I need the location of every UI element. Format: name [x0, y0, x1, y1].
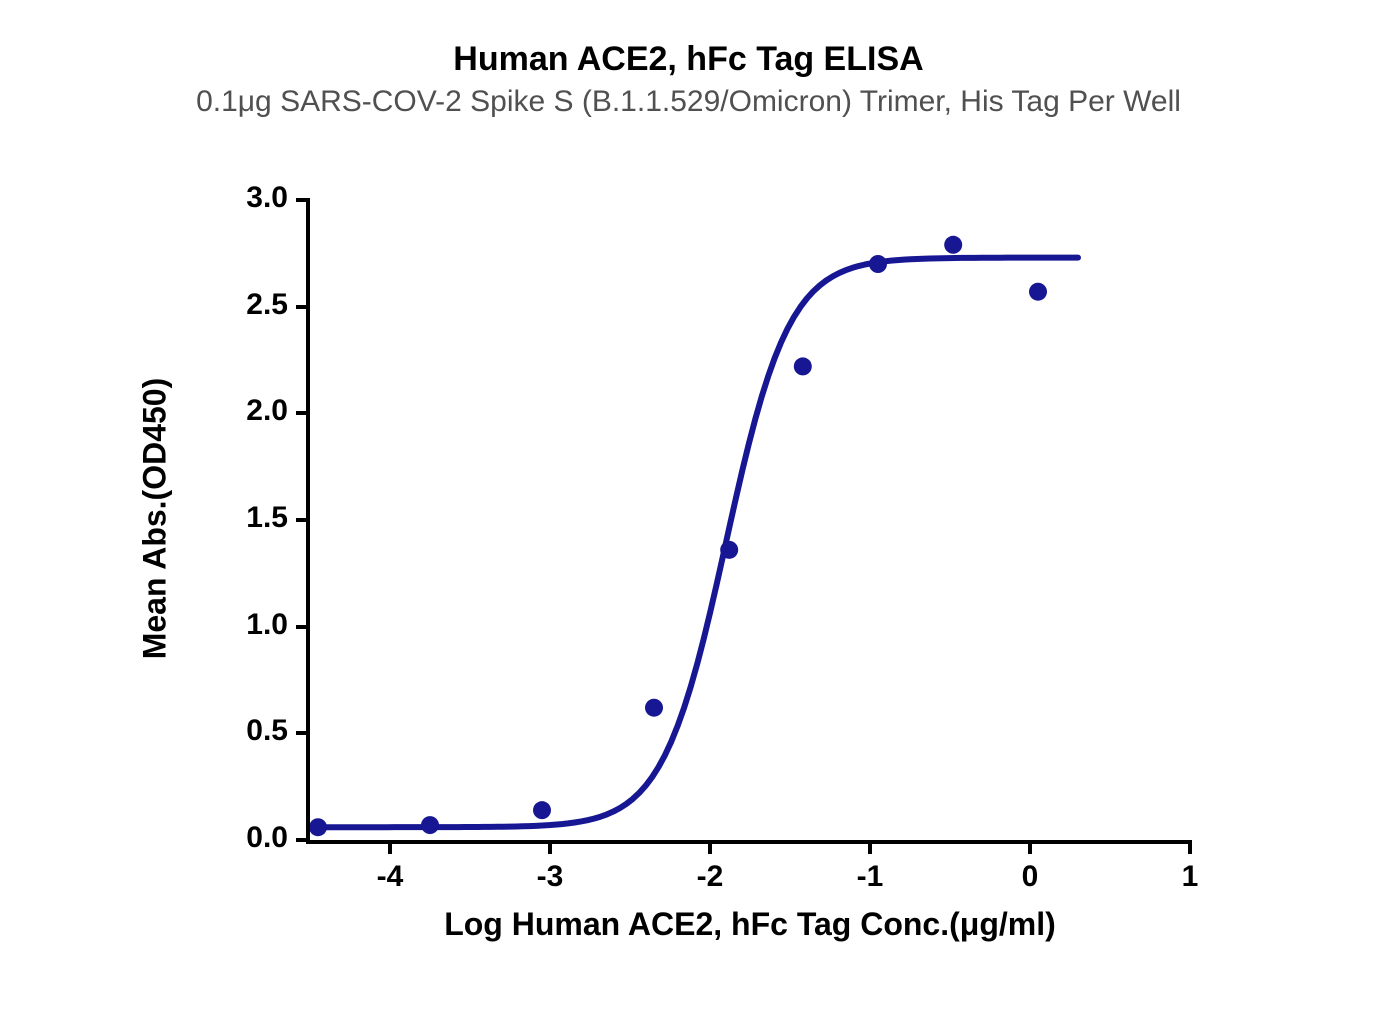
data-point	[794, 357, 812, 375]
data-point	[1029, 283, 1047, 301]
x-tick-label: -3	[510, 860, 590, 894]
x-tick	[1188, 840, 1192, 854]
y-axis-title: Mean Abs.(OD450)	[137, 199, 174, 839]
x-tick-label: 0	[990, 860, 1070, 894]
x-tick-label: -2	[670, 860, 750, 894]
x-tick	[548, 840, 552, 854]
y-tick-label: 0.0	[208, 821, 288, 855]
x-tick	[708, 840, 712, 854]
y-tick	[296, 305, 310, 309]
data-point	[720, 541, 738, 559]
y-tick	[296, 411, 310, 415]
y-tick-label: 0.5	[208, 714, 288, 748]
x-tick-label: 1	[1150, 860, 1230, 894]
y-tick	[296, 198, 310, 202]
data-point	[421, 816, 439, 834]
y-tick	[296, 731, 310, 735]
y-tick-label: 3.0	[208, 181, 288, 215]
data-point	[645, 699, 663, 717]
data-point	[944, 236, 962, 254]
y-tick-label: 2.0	[208, 394, 288, 428]
y-tick	[296, 518, 310, 522]
data-point	[309, 818, 327, 836]
x-tick-label: -4	[350, 860, 430, 894]
y-tick	[296, 838, 310, 842]
x-tick	[868, 840, 872, 854]
data-point	[533, 801, 551, 819]
y-tick-label: 2.5	[208, 288, 288, 322]
y-tick-label: 1.0	[208, 608, 288, 642]
x-axis-line	[306, 840, 1190, 844]
x-tick	[388, 840, 392, 854]
y-tick-label: 1.5	[208, 501, 288, 535]
y-tick	[296, 625, 310, 629]
x-axis-title: Log Human ACE2, hFc Tag Conc.(μg/ml)	[310, 906, 1190, 943]
chart-container: Human ACE2, hFc Tag ELISA 0.1μg SARS-COV…	[0, 0, 1377, 1017]
data-point	[869, 255, 887, 273]
x-tick-label: -1	[830, 860, 910, 894]
x-tick	[1028, 840, 1032, 854]
fit-curve	[310, 258, 1078, 828]
